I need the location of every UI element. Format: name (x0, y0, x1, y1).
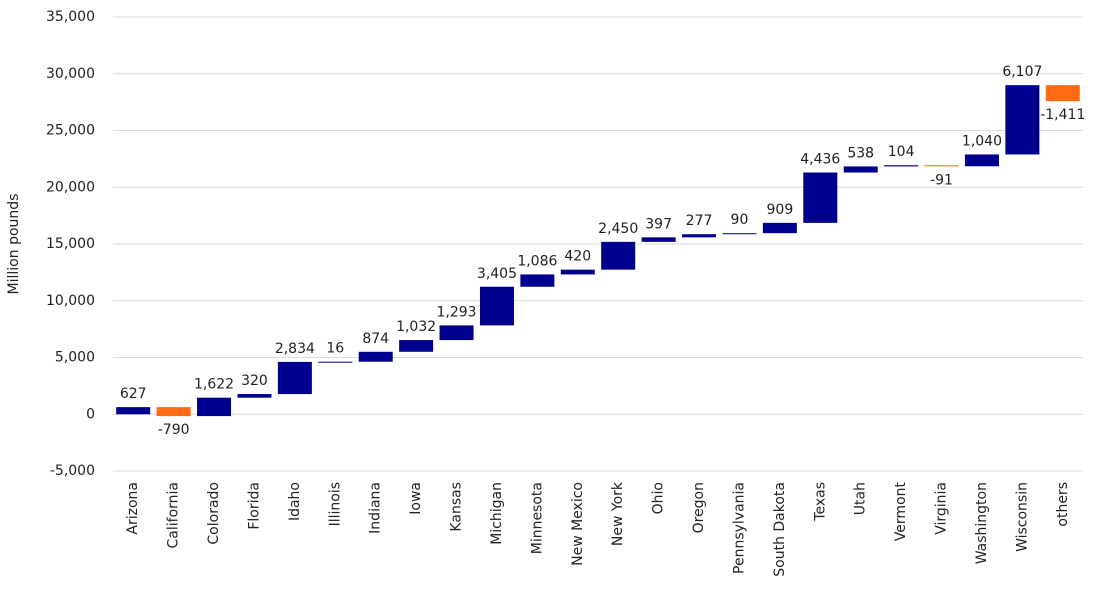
bar (884, 165, 919, 167)
x-tick-label: Indiana (368, 482, 384, 534)
data-label: 2,834 (275, 341, 315, 357)
bar (560, 269, 595, 275)
x-tick-label: Michigan (489, 482, 505, 545)
x-tick-label: Pennsylvania (731, 482, 747, 574)
data-label: 1,032 (396, 319, 436, 335)
bar (277, 361, 312, 395)
x-tick-label: Idaho (287, 482, 303, 521)
bar (843, 166, 878, 173)
x-tick-label: Wisconsin (1014, 482, 1030, 552)
y-tick-label: 25,000 (46, 123, 95, 139)
data-label: 874 (362, 331, 389, 347)
bar (762, 222, 797, 234)
x-tick-label: Vermont (893, 481, 909, 541)
y-tick-label: 10,000 (46, 293, 95, 309)
bar (197, 397, 232, 417)
data-label: 6,107 (1002, 64, 1042, 80)
bar (1005, 85, 1040, 155)
bar (803, 172, 838, 223)
x-tick-label: Minnesota (529, 482, 545, 554)
x-tick-label: Virginia (934, 482, 950, 535)
y-tick-label: 35,000 (46, 9, 95, 25)
y-tick-label: 30,000 (46, 66, 95, 82)
x-tick-label: Kansas (449, 482, 465, 532)
bar (237, 394, 272, 398)
bar (318, 361, 353, 363)
x-tick-label: Arizona (125, 482, 141, 535)
data-label: 90 (731, 212, 749, 228)
x-tick-label: others (1055, 482, 1071, 527)
bar (439, 325, 474, 341)
x-tick-label: California (166, 482, 182, 548)
data-label: 277 (686, 213, 713, 229)
data-label: 104 (888, 144, 915, 160)
y-tick-label: -5,000 (50, 463, 95, 479)
y-tick-label: 15,000 (46, 236, 95, 252)
data-label: -1,411 (1040, 107, 1085, 123)
bar (399, 340, 434, 352)
bar (116, 407, 151, 415)
bar (156, 407, 191, 417)
bar (924, 165, 959, 167)
data-label: 627 (120, 386, 147, 402)
data-label: 4,436 (800, 152, 840, 168)
data-label: 538 (847, 145, 874, 161)
x-tick-label: Washington (974, 482, 990, 564)
y-tick-label: 20,000 (46, 179, 95, 195)
bar (358, 351, 393, 362)
data-label: 3,405 (477, 266, 517, 282)
x-tick-label: Iowa (408, 482, 424, 515)
data-label: 1,622 (194, 377, 234, 393)
x-tick-label: Texas (812, 482, 828, 522)
bar (722, 233, 757, 235)
x-tick-label: New York (610, 481, 626, 546)
bar (1045, 85, 1080, 102)
x-tick-label: Utah (853, 482, 869, 515)
data-label: 1,086 (517, 253, 557, 269)
x-tick-label: Colorado (206, 482, 222, 545)
bar (964, 154, 999, 167)
x-tick-label: New Mexico (570, 482, 586, 566)
data-label: 2,450 (598, 221, 638, 237)
x-tick-label: South Dakota (772, 482, 788, 577)
data-label: 420 (564, 249, 591, 265)
data-label: 1,040 (962, 133, 1002, 149)
data-label: 16 (326, 341, 344, 357)
y-tick-label: 5,000 (55, 350, 95, 366)
data-label: 320 (241, 373, 268, 389)
bar (479, 286, 514, 326)
data-label: 909 (767, 202, 794, 218)
data-label: 397 (645, 216, 672, 232)
bar (520, 274, 555, 287)
bar (601, 241, 636, 270)
y-axis-label: Million pounds (6, 194, 22, 295)
bar (682, 234, 717, 238)
x-tick-label: Florida (246, 482, 262, 530)
y-tick-label: 0 (86, 406, 95, 422)
data-label: 1,293 (436, 304, 476, 320)
x-tick-label: Oregon (691, 482, 707, 533)
data-label: -91 (930, 172, 953, 188)
x-tick-label: Ohio (651, 482, 667, 514)
bar (641, 237, 676, 242)
data-label: -790 (158, 422, 190, 438)
x-tick-label: Illinois (327, 482, 343, 526)
